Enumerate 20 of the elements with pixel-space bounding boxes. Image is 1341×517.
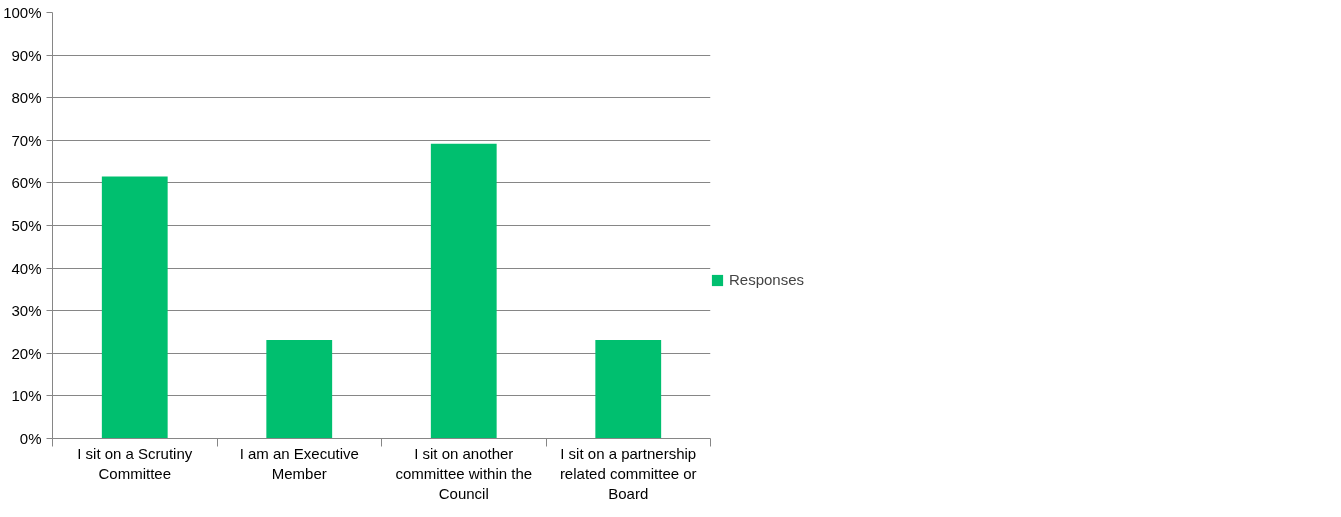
y-tick-label: 50%	[11, 217, 42, 234]
y-tick-label: 40%	[11, 259, 42, 277]
bar	[101, 176, 168, 439]
y-tick-label: 90%	[11, 46, 42, 64]
x-tick-label: I sit on another committee within the Council	[395, 444, 533, 503]
x-tick-label: I am an Executive Member	[239, 444, 359, 482]
x-tick-label: I sit on a Scrutiny Committee	[77, 444, 193, 482]
y-tick-label: 70%	[11, 131, 42, 149]
y-tick-label: 0%	[19, 430, 42, 447]
bar	[595, 340, 662, 439]
y-tick-label: 20%	[11, 344, 42, 362]
y-tick-label: 10%	[11, 387, 42, 405]
bar	[430, 143, 497, 439]
y-tick-label: 30%	[11, 302, 42, 320]
legend-label: Responses	[729, 271, 805, 288]
bar	[266, 340, 333, 439]
y-tick-label: 80%	[11, 89, 42, 107]
y-tick-label: 60%	[11, 174, 42, 192]
y-tick-label: 100%	[3, 4, 42, 21]
x-tick-label: I sit on a partnership related committee or Board	[559, 444, 697, 503]
